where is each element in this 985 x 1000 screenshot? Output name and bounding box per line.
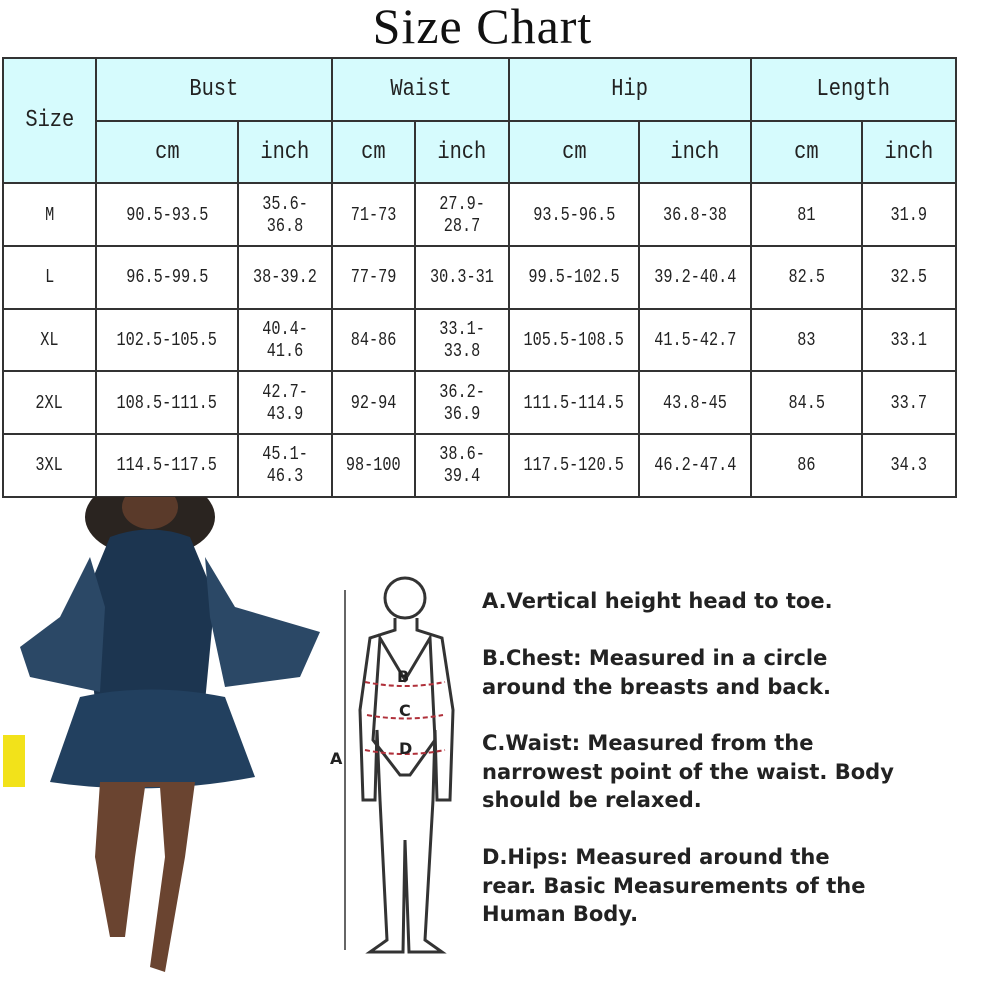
measurement-cell: 36.8-38	[638, 182, 753, 248]
table-row: L 96.5-99.5 38-39.2 77-79 30.3-31 99.5-102.5 3…	[2, 245, 958, 310]
measurement-cell: 98-100	[331, 433, 417, 498]
head	[383, 576, 427, 620]
measurement-cell: 83	[750, 307, 864, 373]
measurement-cell: 33.7	[861, 370, 958, 436]
model-photo	[3, 497, 320, 972]
measurement-cell: 117.5-120.5	[508, 433, 641, 498]
measurement-cell: 42.7-43.9	[236, 370, 334, 436]
measurement-cell: 71-73	[331, 182, 417, 248]
measurement-cell: 84.5	[750, 370, 864, 436]
measurement-cell: 39.2-40.4	[638, 245, 753, 310]
measurement-cell: 111.5-114.5	[508, 370, 641, 436]
measurement-cell: 30.3-31	[414, 245, 511, 310]
measurement-cell: 38-39.2	[236, 245, 334, 310]
measurement-cell: 93.5-96.5	[508, 182, 641, 248]
swimsuit	[371, 632, 437, 777]
measurement-cell: 82.5	[750, 245, 864, 310]
unit-header-cm: cm	[750, 119, 864, 185]
measurement-cell: 90.5-93.5	[95, 182, 239, 248]
header-length: Length	[750, 57, 958, 122]
measurement-cell: 86	[750, 433, 864, 498]
size-cell: L	[2, 245, 97, 310]
size-cell: 2XL	[2, 370, 97, 436]
dress-body	[85, 529, 215, 702]
measurement-cell: 46.2-47.4	[638, 433, 753, 498]
measurement-cell: 32.5	[861, 245, 958, 310]
table-row: 2XL 108.5-111.5 42.7-43.9 92-94 36.2-36.9 111…	[2, 370, 958, 436]
measurement-cell: 45.1-46.3	[236, 433, 334, 498]
label-a: A	[330, 749, 343, 768]
label-b: B	[397, 667, 409, 686]
unit-header-inch: inch	[638, 119, 753, 185]
measurement-cell: 34.3	[861, 433, 958, 498]
chart-title: Size Chart	[372, 0, 593, 54]
face	[122, 497, 178, 529]
measurement-cell: 105.5-108.5	[508, 307, 641, 373]
measurement-cell: 77-79	[331, 245, 417, 310]
measurement-cell: 96.5-99.5	[95, 245, 239, 310]
measurement-cell: 84-86	[331, 307, 417, 373]
measurement-cell: 81	[750, 182, 864, 248]
measurement-cell: 27.9-28.7	[414, 182, 511, 248]
measurement-cell: 92-94	[331, 370, 417, 436]
legend-b: B.Chest: Measured in a circle around the …	[482, 646, 831, 699]
legs	[95, 782, 195, 972]
measurement-cell: 40.4-41.6	[236, 307, 334, 373]
measurement-cell: 36.2-36.9	[414, 370, 511, 436]
label-c: C	[399, 701, 411, 720]
measurement-cell: 108.5-111.5	[95, 370, 239, 436]
header-bust: Bust	[94, 57, 334, 122]
body-diagram: B C D A	[330, 576, 455, 954]
size-cell: 3XL	[2, 433, 97, 498]
dress-skirt	[50, 689, 255, 789]
table-row: 3XL 114.5-117.5 45.1-46.3 98-100 38.6-39.4 11…	[2, 433, 958, 498]
size-cell: XL	[2, 307, 97, 373]
measurement-cell: 99.5-102.5	[508, 245, 641, 310]
header-waist: Waist	[331, 57, 511, 122]
header-hip: Hip	[508, 57, 753, 122]
measurement-cell: 31.9	[861, 182, 958, 248]
unit-header-cm: cm	[508, 119, 641, 185]
measurement-cell: 114.5-117.5	[95, 433, 239, 498]
unit-header-cm: cm	[331, 119, 417, 185]
measurement-cell: 33.1-33.8	[414, 307, 511, 373]
measurement-cell: 33.1	[861, 307, 958, 373]
measurement-cell: 35.6-36.8	[236, 182, 334, 248]
unit-header-cm: cm	[95, 119, 239, 185]
right-sleeve	[205, 557, 320, 687]
left-sleeve	[20, 557, 105, 692]
legend-d: D.Hips: Measured around the rear. Basic M…	[482, 845, 866, 926]
header-size: Size	[2, 56, 97, 185]
yellow-bag	[3, 735, 25, 787]
size-table: Size Bust Waist Hip Length cm inch cm inch c…	[2, 56, 958, 498]
unit-header-inch: inch	[861, 119, 958, 185]
legend-c: C.Waist: Measured from the narrowest poin…	[482, 731, 894, 812]
measurement-cell: 43.8-45	[638, 370, 753, 436]
table-row: M 90.5-93.5 35.6-36.8 71-73 27.9-28.7 93.5-96…	[2, 182, 958, 248]
measurement-cell: 102.5-105.5	[95, 307, 239, 373]
size-cell: M	[2, 182, 97, 248]
measurement-cell: 38.6-39.4	[414, 433, 511, 498]
unit-header-inch: inch	[236, 119, 334, 185]
body-outline	[358, 618, 455, 954]
legend-a: A.Vertical height head to toe.	[482, 589, 833, 613]
table-row: XL 102.5-105.5 40.4-41.6 84-86 33.1-33.8 105.…	[2, 307, 958, 373]
measurement-cell: 41.5-42.7	[638, 307, 753, 373]
unit-header-inch: inch	[414, 119, 511, 185]
label-d: D	[399, 739, 412, 758]
